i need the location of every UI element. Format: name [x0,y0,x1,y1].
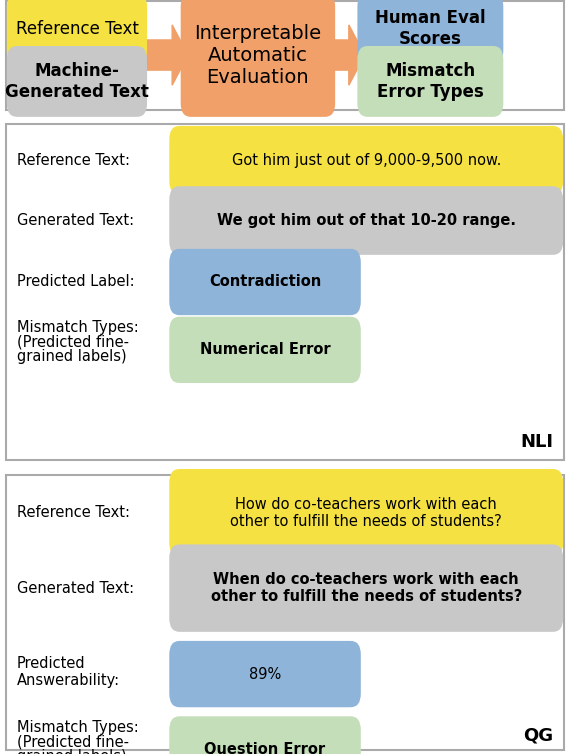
Text: Mismatch Types:: Mismatch Types: [17,720,139,735]
Text: When do co-teachers work with each
other to fulfill the needs of students?: When do co-teachers work with each other… [210,572,522,604]
FancyBboxPatch shape [169,716,361,754]
FancyBboxPatch shape [169,641,361,707]
Text: Human Eval
Scores: Human Eval Scores [375,9,486,48]
Text: Mismatch Types:: Mismatch Types: [17,320,139,336]
Text: Machine-
Generated Text: Machine- Generated Text [5,62,149,101]
FancyBboxPatch shape [169,317,361,383]
Text: Interpretable
Automatic
Evaluation: Interpretable Automatic Evaluation [194,23,321,87]
FancyBboxPatch shape [169,186,563,255]
Text: Reference Text:: Reference Text: [17,153,130,167]
FancyBboxPatch shape [181,0,335,117]
Polygon shape [140,25,188,85]
FancyBboxPatch shape [357,0,503,64]
FancyBboxPatch shape [7,46,147,117]
Text: (Predicted fine-: (Predicted fine- [17,335,129,350]
Text: Reference Text:: Reference Text: [17,505,130,520]
Text: NLI: NLI [520,433,553,451]
Text: Reference Text: Reference Text [15,20,139,38]
Text: Predicted: Predicted [17,656,85,671]
FancyBboxPatch shape [357,46,503,117]
Text: Question Error: Question Error [205,742,325,754]
FancyBboxPatch shape [7,0,147,64]
FancyBboxPatch shape [169,544,563,632]
FancyBboxPatch shape [169,126,563,195]
Text: Contradiction: Contradiction [209,274,321,290]
Text: Numerical Error: Numerical Error [200,342,331,357]
Text: QG: QG [523,726,553,744]
Text: Generated Text:: Generated Text: [17,213,134,228]
Text: grained labels): grained labels) [17,349,127,364]
Text: grained labels): grained labels) [17,749,127,754]
Text: How do co-teachers work with each
other to fulfill the needs of students?: How do co-teachers work with each other … [230,497,502,529]
Text: Predicted Label:: Predicted Label: [17,274,135,290]
Text: Mismatch
Error Types: Mismatch Error Types [377,62,484,101]
Text: 89%: 89% [249,667,281,682]
Text: Answerability:: Answerability: [17,673,120,688]
Polygon shape [328,25,365,85]
Text: We got him out of that 10-20 range.: We got him out of that 10-20 range. [217,213,516,228]
FancyBboxPatch shape [169,249,361,315]
Text: Generated Text:: Generated Text: [17,581,134,596]
FancyBboxPatch shape [169,469,563,556]
Text: (Predicted fine-: (Predicted fine- [17,734,129,749]
Text: Got him just out of 9,000-9,500 now.: Got him just out of 9,000-9,500 now. [231,153,501,167]
